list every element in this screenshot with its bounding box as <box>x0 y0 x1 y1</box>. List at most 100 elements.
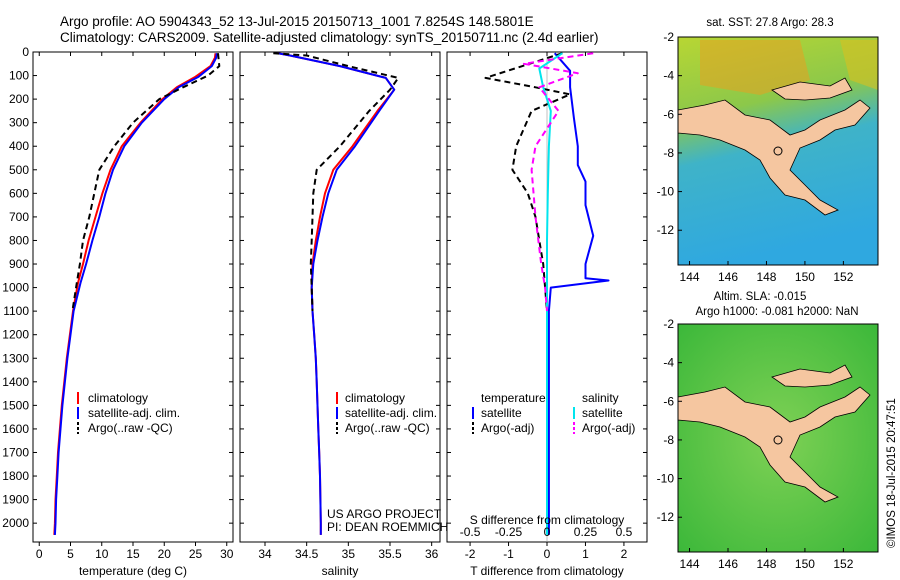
y-tick-label: 500 <box>9 163 29 177</box>
x-tick-label: 36 <box>425 547 439 561</box>
legend-label-t-satellite: satellite <box>481 406 522 420</box>
y-tick-label: 1700 <box>2 445 29 459</box>
sst-warm-patch-2 <box>840 40 878 90</box>
series-line-argo-raw-qc <box>273 52 400 312</box>
imos-watermark: ©IMOS 18-Jul-2015 20:47:51 <box>886 398 898 548</box>
axes: 0 5 10 15 20 25 300100200300400500600700800900… <box>2 45 647 561</box>
x-tick-label: 35.5 <box>378 547 402 561</box>
legend-label-satellite: satellite-adj. clim. <box>88 406 180 420</box>
legend-label-satellite: satellite-adj. clim. <box>345 406 437 420</box>
map-y-tick-label: -6 <box>663 394 674 408</box>
sst-argo-position <box>773 146 783 156</box>
x-tick-label: 2 <box>621 547 628 561</box>
credit-project: US ARGO PROJECT <box>327 507 442 521</box>
map-x-tick-label: 150 <box>795 557 815 571</box>
map-x-tick-label: 144 <box>680 557 700 571</box>
temperature-plot <box>53 53 221 535</box>
sla-argo-position <box>773 435 783 445</box>
temperature-legend: climatology satellite-adj. clim. Argo(..… <box>77 391 180 435</box>
y-tick-label: 200 <box>9 92 29 106</box>
map-y-tick-label: -8 <box>663 433 674 447</box>
y-tick-label: 1000 <box>2 281 29 295</box>
x-tick-label: 10 <box>95 547 109 561</box>
legend-title-salinity: salinity <box>582 391 619 405</box>
x2-tick-label: 0 <box>544 525 551 539</box>
t-difference-axis-label: T difference from climatology <box>470 564 624 578</box>
series-line-t-satellite <box>547 52 610 535</box>
s-difference-axis-label: S difference from climatology <box>470 513 625 527</box>
map-axes: 144 146 148 150 152 -2 -4 -6 -8 -10 -12 144 146 148 15… <box>657 30 854 571</box>
map-y-tick-label: -10 <box>657 472 675 486</box>
y-tick-label: 1800 <box>2 469 29 483</box>
x-tick-label: 35 <box>342 547 356 561</box>
salinity-legend: climatology satellite-adj. clim. Argo(..… <box>336 391 437 435</box>
x-tick-label: -1 <box>503 547 514 561</box>
legend-label-s-satellite: satellite <box>582 406 623 420</box>
sla-map-title-2: Argo h1000: -0.081 h2000: NaN <box>695 306 858 318</box>
map-y-tick-label: -10 <box>657 185 675 199</box>
legend-label-climatology: climatology <box>88 391 148 405</box>
x-tick-label: -2 <box>465 547 476 561</box>
sla-map-title-1: Altim. SLA: -0.015 <box>714 291 807 303</box>
sla-map-frame <box>677 323 879 553</box>
y-tick-label: 1200 <box>2 328 29 342</box>
sst-map: sat. SST: 27.8 Argo: 28.3 <box>677 17 879 266</box>
legend-title-temperature: temperature <box>481 391 546 405</box>
sst-map-frame <box>677 36 879 266</box>
map-x-tick-label: 150 <box>795 270 815 284</box>
legend-label-t-argo: Argo(-adj) <box>481 421 534 435</box>
legend-label-argo: Argo(..raw -QC) <box>345 421 430 435</box>
sst-warm-patch <box>700 40 810 95</box>
series-line-t-argo-adj <box>484 52 572 312</box>
title-line-1: Argo profile: AO 5904343_52 13-Jul-2015 … <box>60 14 534 29</box>
x2-tick-label: -0.25 <box>495 525 523 539</box>
series-line-s-argo-adj <box>522 52 594 312</box>
map-y-tick-label: -12 <box>657 510 675 524</box>
title-line-2: Climatology: CARS2009. Satellite-adjuste… <box>60 30 599 45</box>
y-tick-label: 700 <box>9 210 29 224</box>
legend-label-s-argo: Argo(-adj) <box>582 421 635 435</box>
map-x-tick-label: 148 <box>756 557 776 571</box>
difference-plot <box>484 52 610 542</box>
map-x-tick-label: 148 <box>756 270 776 284</box>
y-tick-label: 1300 <box>2 351 29 365</box>
y-tick-label: 400 <box>9 139 29 153</box>
x-tick-label: 34.5 <box>295 547 319 561</box>
x-tick-label: 1 <box>582 547 589 561</box>
x-tick-label: 0 <box>36 547 43 561</box>
temperature-plot-frame <box>32 51 234 543</box>
series-line-argo-raw-qc <box>71 53 221 312</box>
y-tick-label: 1400 <box>2 375 29 389</box>
map-y-tick-label: -6 <box>663 107 674 121</box>
map-y-tick-label: -2 <box>663 317 674 331</box>
x-tick-label: 0 <box>544 547 551 561</box>
y-tick-label: 2000 <box>2 516 29 530</box>
difference-legend: temperature salinity satellite Argo(-adj… <box>472 391 635 435</box>
x-tick-label: 34 <box>258 547 272 561</box>
salinity-plot-frame <box>239 51 441 543</box>
y-tick-label: 300 <box>9 116 29 130</box>
y-tick-label: 100 <box>9 69 29 83</box>
y-tick-label: 0 <box>22 45 29 59</box>
map-y-tick-label: -12 <box>657 223 675 237</box>
salinity-axis-label: salinity <box>322 564 359 578</box>
y-tick-label: 1100 <box>3 304 29 318</box>
map-x-tick-label: 144 <box>680 270 700 284</box>
sla-map: Altim. SLA: -0.015 Argo h1000: -0.081 h2… <box>677 291 879 553</box>
map-y-tick-label: -2 <box>663 30 674 44</box>
x-tick-label: 15 <box>126 547 140 561</box>
map-x-tick-label: 152 <box>833 557 853 571</box>
legend-label-climatology: climatology <box>345 391 405 405</box>
x2-tick-label: -0.5 <box>460 525 481 539</box>
series-line-s-satellite <box>538 52 563 535</box>
series-line-satellite-adj-clim <box>277 52 396 535</box>
x-tick-label: 20 <box>158 547 172 561</box>
legend-label-argo: Argo(..raw -QC) <box>88 421 173 435</box>
credit-pi: PI: DEAN ROEMMICH <box>327 520 448 534</box>
y-tick-label: 800 <box>9 233 29 247</box>
map-x-tick-label: 146 <box>718 557 738 571</box>
temperature-axis-label: temperature (deg C) <box>79 564 187 578</box>
sla-land-new-britain <box>771 364 853 388</box>
x2-tick-label: 0.5 <box>616 525 633 539</box>
